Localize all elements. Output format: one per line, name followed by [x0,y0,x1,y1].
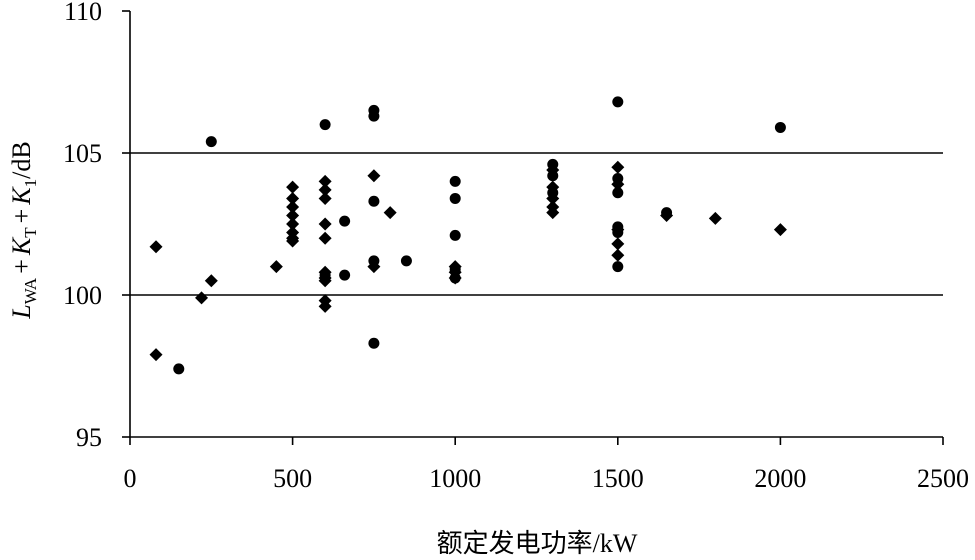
x-tick-label-0: 0 [124,464,137,493]
point-circle-2 [319,119,331,131]
point-diamond-14 [318,183,332,197]
y-axis-title-plus-1: + [7,259,36,274]
y-tick-label-110: 110 [64,0,102,26]
point-circle-4 [339,215,351,227]
point-circle-24 [612,227,624,239]
point-circle-3 [319,269,331,281]
point-diamond-25 [383,206,397,220]
point-circle-16 [449,272,461,284]
point-diamond-34 [611,160,625,174]
y-axis-title-plus-2: + [7,209,36,224]
point-circle-0 [173,363,185,375]
point-circle-22 [612,187,624,199]
y-tick-labels: 95 100 105 110 [63,0,102,452]
x-tick-label-2000: 2000 [754,464,806,493]
point-diamond-8 [286,208,300,222]
point-circle-9 [368,255,380,267]
y-tick-label-95: 95 [76,423,102,452]
y-axis-title-L: L [7,304,36,319]
point-circle-27 [774,121,786,133]
point-diamond-33 [546,206,560,220]
x-axis-title: 额定发电功率/kW [437,529,638,558]
y-tick-label-100: 100 [63,281,102,310]
point-circle-13 [449,192,461,204]
gridlines [130,152,943,296]
point-diamond-3 [204,274,218,288]
point-diamond-13 [318,174,332,188]
point-diamond-6 [286,191,300,205]
point-diamond-9 [286,217,300,231]
point-diamond-4 [269,260,283,274]
point-circle-12 [449,175,461,187]
point-diamond-2 [195,291,209,305]
y-axis-title-T: T [21,227,40,238]
point-diamond-5 [286,180,300,194]
y-axis-title-unit: /dB [7,141,36,179]
x-tick-labels: 0 500 1000 1500 2000 2500 [124,464,970,493]
y-axis-title-K-1: K [7,236,36,256]
point-diamond-12 [286,234,300,248]
point-diamond-40 [708,211,722,225]
axes [122,10,944,445]
point-circle-5 [339,269,351,281]
x-tick-label-2500: 2500 [917,464,969,493]
point-circle-8 [368,195,380,207]
point-circle-7 [368,110,380,122]
point-circle-25 [612,261,624,273]
point-diamond-7 [286,200,300,214]
point-circle-19 [547,187,559,199]
point-circle-10 [368,337,380,349]
point-circle-18 [547,170,559,182]
point-diamond-1 [149,348,163,362]
point-circle-11 [400,255,412,267]
point-circle-21 [612,173,624,185]
point-circle-15 [449,263,461,275]
point-circle-17 [547,158,559,170]
point-diamond-38 [611,248,625,262]
point-diamond-22 [318,299,332,313]
point-diamond-16 [318,217,332,231]
data-points [149,96,787,375]
y-axis-title: LWA+KT+K1/dB [7,141,40,319]
svg-text:LWA+KT+K1/dB: LWA+KT+K1/dB [7,141,40,319]
y-axis-title-K-2: K [7,186,36,206]
point-circle-26 [661,207,673,219]
x-tick-label-1000: 1000 [429,464,481,493]
y-axis-title-WA: WA [21,277,40,304]
point-diamond-37 [611,237,625,251]
point-circle-20 [612,96,624,108]
point-diamond-15 [318,191,332,205]
x-tick-label-1500: 1500 [592,464,644,493]
x-tick-label-500: 500 [273,464,312,493]
point-diamond-23 [367,169,381,183]
point-diamond-17 [318,231,332,245]
point-circle-14 [449,229,461,241]
point-circle-1 [205,136,217,148]
y-axis-title-1: 1 [21,179,40,188]
y-tick-label-105: 105 [63,139,102,168]
point-diamond-0 [149,240,163,254]
point-diamond-41 [773,223,787,237]
